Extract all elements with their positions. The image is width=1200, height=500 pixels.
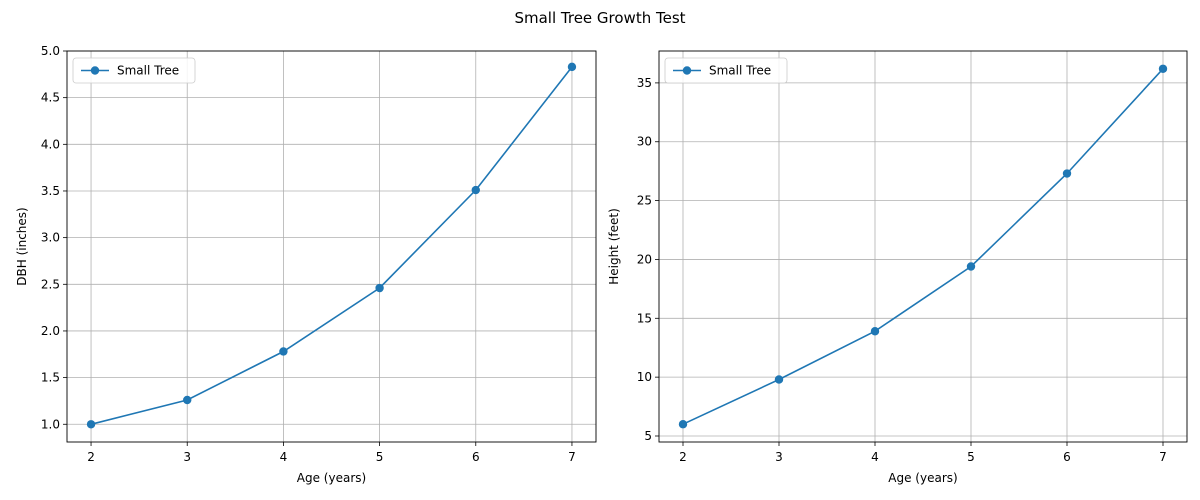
chart-1-data-point: [375, 283, 384, 293]
chart-1-y-tick-label: 3.0: [41, 231, 60, 245]
chart-1-y-tick-label: 4.5: [41, 91, 60, 105]
chart-2-x-tick-label: 3: [775, 450, 783, 464]
chart-2-data-point: [1158, 64, 1168, 73]
chart-2-data-point: [1062, 169, 1072, 178]
chart-2-y-tick-label: 10: [637, 370, 652, 384]
chart-2-legend-marker: [682, 66, 692, 75]
chart-1-legend-box: [72, 57, 196, 84]
chart-1-y-tick-label: 4.0: [41, 137, 60, 151]
chart-1-y-tick-label: 1.5: [41, 371, 60, 385]
chart-2-x-tick-label: 5: [967, 450, 975, 464]
chart-2-x-tick-label: 2: [679, 450, 687, 464]
chart-1-x-tick-label: 4: [280, 450, 288, 464]
chart-2-x-tick-label: 4: [871, 450, 879, 464]
chart-2-legend-label: Small Tree: [709, 64, 771, 78]
chart-1-x-axis-label: Age (years): [297, 471, 366, 485]
chart-1-y-tick-label: 2.5: [41, 277, 60, 291]
chart-1-x-tick-label: 2: [87, 450, 95, 464]
chart-2-x-axis-label: Age (years): [888, 471, 957, 485]
chart-2-y-tick-label: 5: [644, 429, 652, 443]
chart-1-data-point: [279, 347, 288, 356]
chart-1-y-tick-label: 5.0: [41, 44, 60, 58]
chart-1-data-point: [567, 62, 577, 72]
chart-2-y-tick-label: 25: [637, 194, 652, 208]
chart-1-y-tick-label: 3.5: [41, 184, 60, 198]
chart-1-data-point: [86, 420, 96, 429]
chart-1-legend: Small Tree: [72, 57, 196, 84]
chart-1-series-line: [90, 66, 573, 426]
chart-1-data-point: [471, 185, 480, 195]
chart-1-data-point: [183, 395, 192, 405]
figure-title: Small Tree Growth Test: [514, 9, 685, 27]
chart-2-y-tick-label: 20: [637, 252, 652, 266]
chart-2-x-tick-label: 6: [1063, 450, 1071, 464]
chart-2-data-point: [678, 420, 688, 429]
height-chart-panel: 2 3 4 5 6 7 5 10 15 20 25 30 35 Age (years) Height (fe…: [607, 50, 1188, 485]
chart-1-x-tick-label: 7: [568, 450, 576, 464]
chart-2-legend-box: [664, 57, 788, 84]
chart-1-y-tick-label: 2.0: [41, 324, 60, 338]
chart-2-series-line: [682, 68, 1164, 425]
chart-2-y-tick-label: 15: [637, 311, 652, 325]
chart-2-data-point: [870, 327, 880, 336]
chart-1-x-tick-label: 5: [376, 450, 384, 464]
chart-1-y-tick-label: 1.0: [41, 417, 60, 431]
chart-2-x-tick-label: 7: [1159, 450, 1167, 464]
chart-2-data-point: [774, 375, 784, 384]
chart-1-legend-marker: [90, 66, 100, 75]
chart-2-axes-frame: [658, 50, 1188, 443]
chart-2-y-tick-label: 30: [637, 135, 652, 149]
dbh-chart-panel: 2 3 4 5 6 7 1.0 1.5 2.0 2.5 3.0 3.5 4.0 4.5 5.0 Age (ye…: [15, 44, 597, 485]
chart-1-y-axis-label: DBH (inches): [15, 207, 29, 285]
chart-1-axes-frame: [66, 50, 597, 443]
chart-2-data-point: [966, 262, 976, 271]
chart-2-y-tick-label: 35: [637, 76, 652, 90]
chart-2-legend: Small Tree: [664, 57, 788, 84]
chart-2-y-axis-label: Height (feet): [607, 208, 621, 285]
chart-1-legend-label: Small Tree: [117, 64, 179, 78]
chart-1-x-tick-label: 3: [183, 450, 191, 464]
chart-1-x-tick-label: 6: [472, 450, 480, 464]
